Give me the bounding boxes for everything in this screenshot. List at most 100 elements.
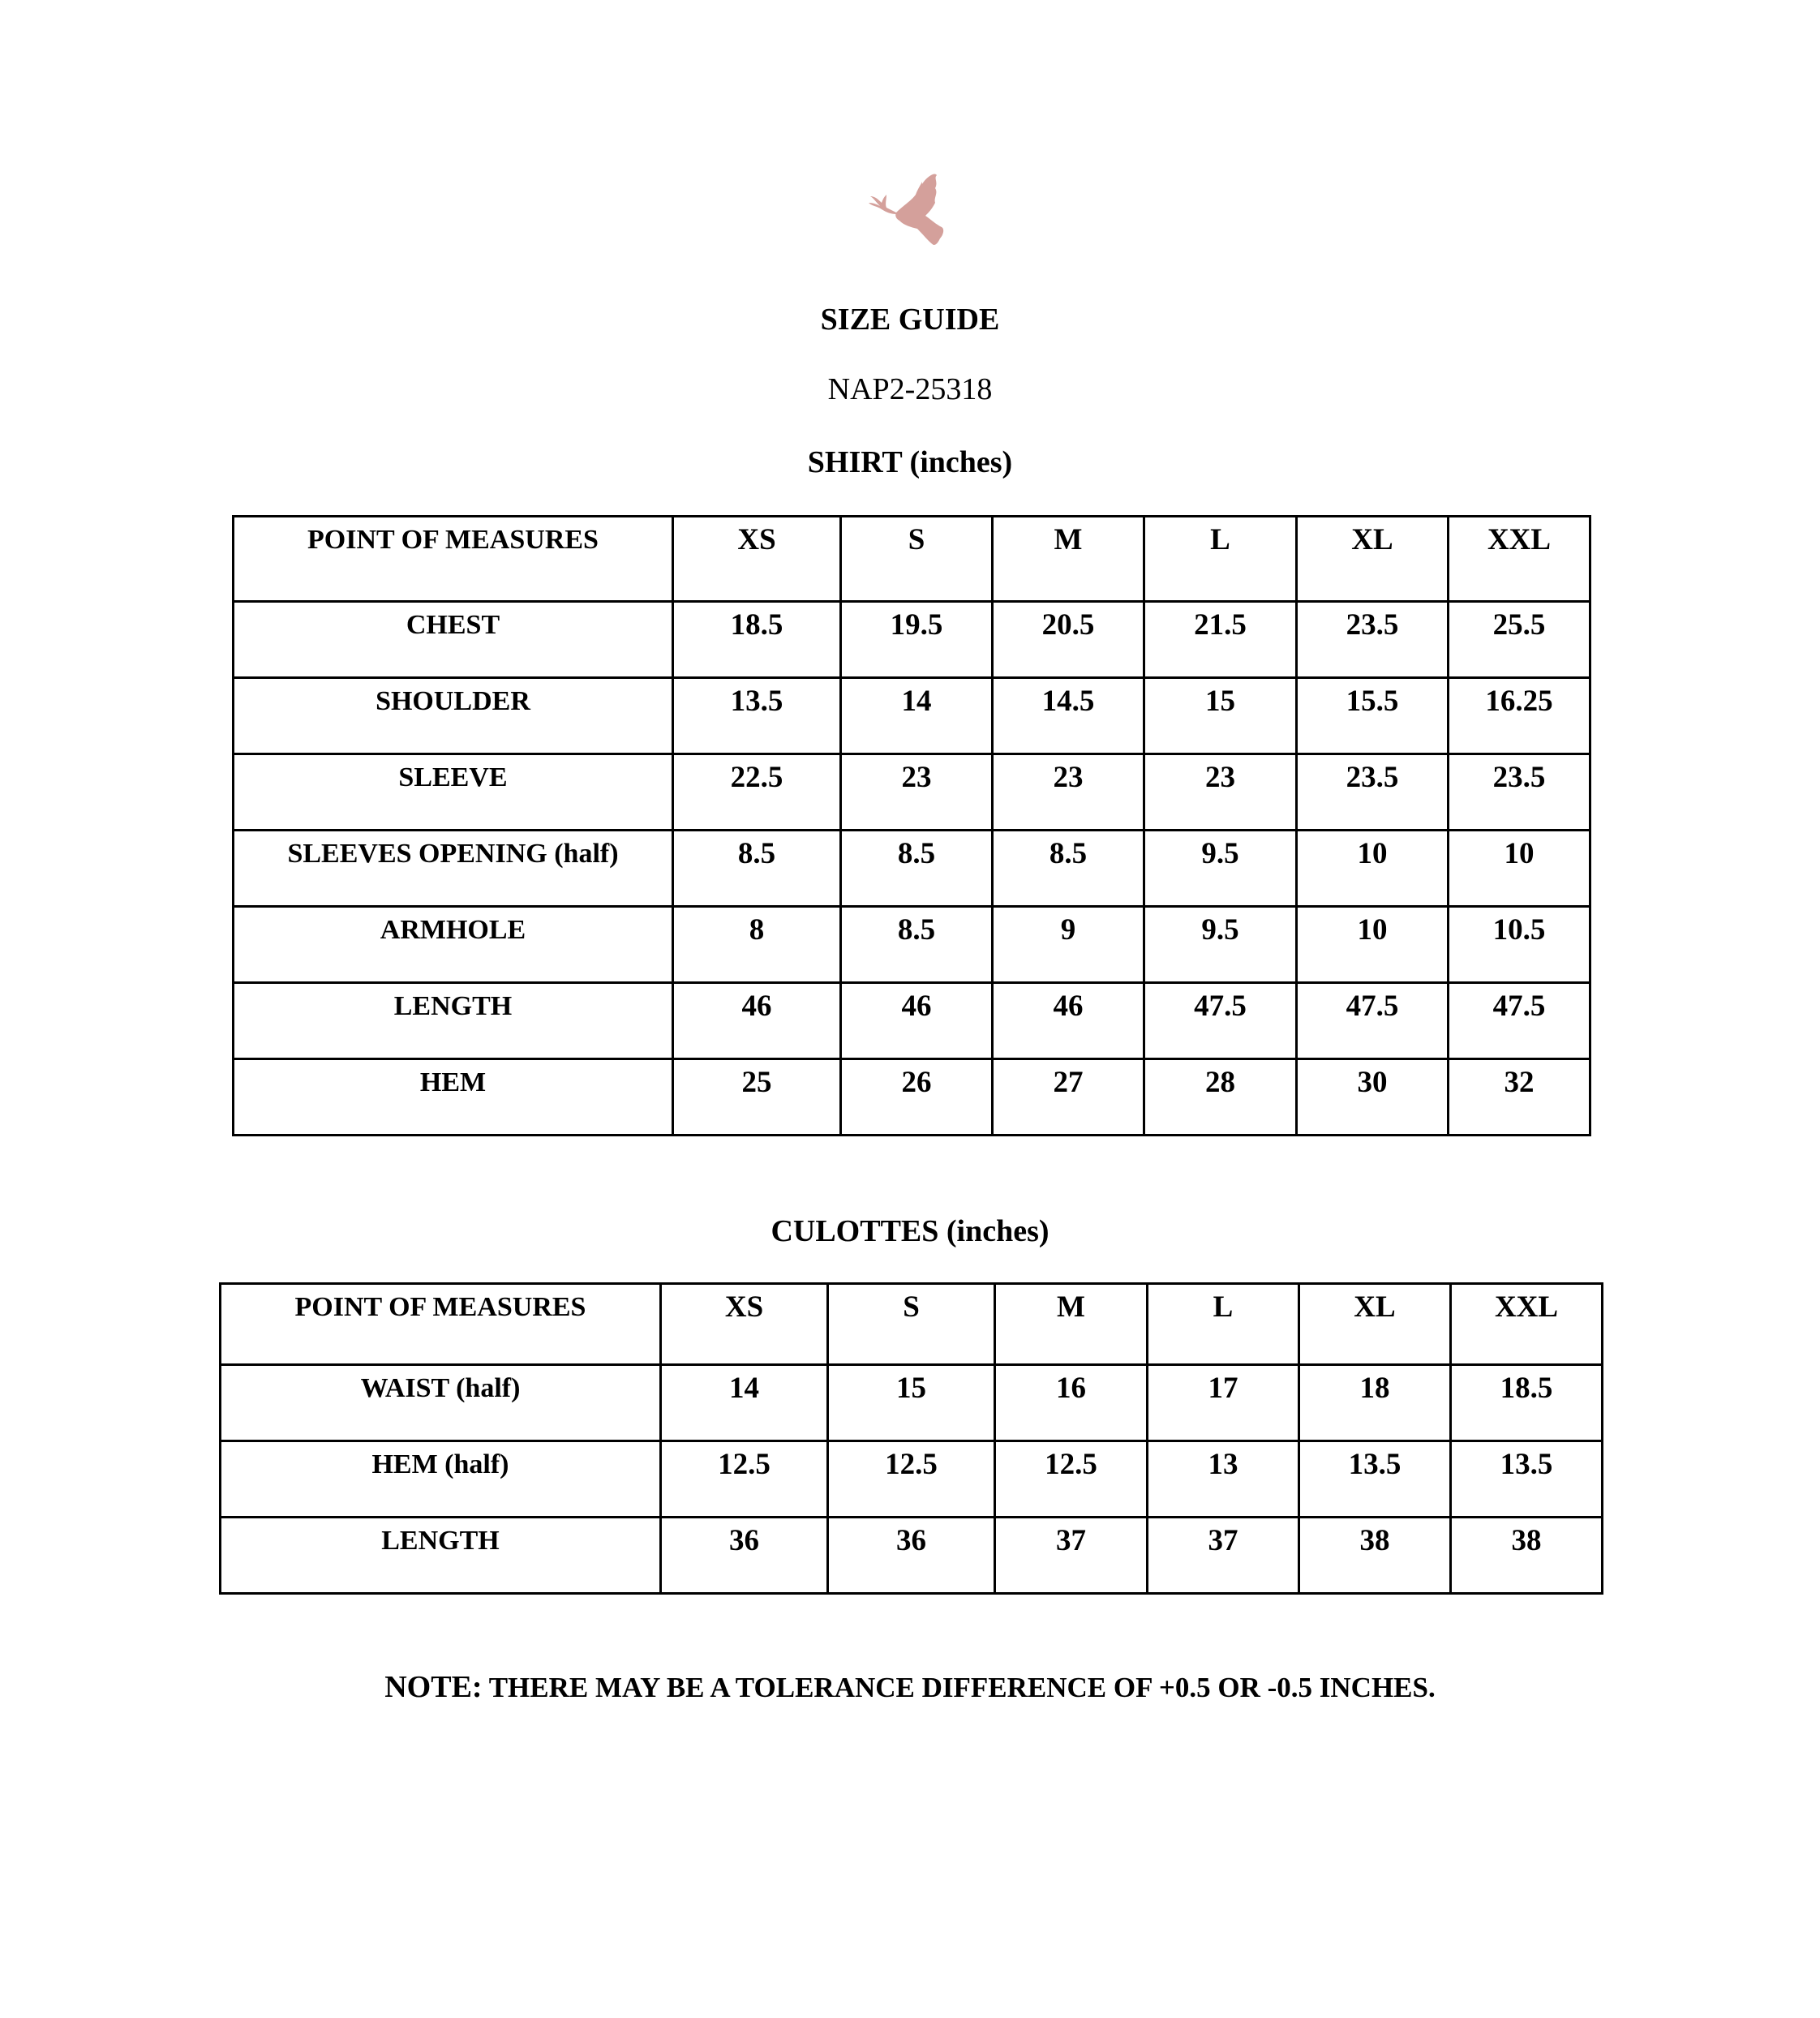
dove-icon <box>869 174 944 245</box>
measure-value: 25.5 <box>1447 600 1591 679</box>
table-row: HEM (half) 12.5 12.5 12.5 13 13.5 13.5 <box>219 1440 1603 1518</box>
measure-value: 13.5 <box>1449 1440 1603 1518</box>
measure-label: LENGTH <box>232 981 674 1060</box>
measure-value: 22.5 <box>672 753 842 831</box>
note-text: THERE MAY BE A TOLERANCE DIFFERENCE OF +… <box>482 1672 1436 1703</box>
measure-label: SLEEVE <box>232 753 674 831</box>
measure-value: 38 <box>1449 1516 1603 1595</box>
measure-value: 8 <box>672 905 842 984</box>
culottes-table-title: CULOTTES (inches) <box>770 1214 1050 1248</box>
measure-value: 27 <box>991 1058 1145 1136</box>
measure-value: 10 <box>1295 829 1449 908</box>
column-header: XXL <box>1447 515 1591 603</box>
measure-value: 8.5 <box>839 905 994 984</box>
measure-value: 14 <box>659 1363 829 1442</box>
column-header: L <box>1146 1282 1300 1366</box>
measure-value: 14.5 <box>991 676 1145 755</box>
measure-value: 15 <box>1143 676 1298 755</box>
table-row: LENGTH 46 46 46 47.5 47.5 47.5 <box>232 981 1591 1060</box>
measure-value: 23.5 <box>1447 753 1591 831</box>
measure-value: 10 <box>1295 905 1449 984</box>
measure-value: 46 <box>839 981 994 1060</box>
column-header: XS <box>659 1282 829 1366</box>
measure-value: 10 <box>1447 829 1591 908</box>
table-row: LENGTH 36 36 37 37 38 38 <box>219 1516 1603 1595</box>
shirt-table-title: SHIRT (inches) <box>807 445 1013 479</box>
measure-value: 37 <box>994 1516 1148 1595</box>
measure-value: 16 <box>994 1363 1148 1442</box>
measure-value: 30 <box>1295 1058 1449 1136</box>
measure-label: ARMHOLE <box>232 905 674 984</box>
column-header: XS <box>672 515 842 603</box>
measure-value: 21.5 <box>1143 600 1298 679</box>
shirt-size-table: POINT OF MEASURES XS S M L XL XXL CHEST 18.5 19.5… <box>232 515 1591 1136</box>
measure-value: 13.5 <box>1298 1440 1452 1518</box>
measure-value: 46 <box>991 981 1145 1060</box>
tolerance-note: NOTE: THERE MAY BE A TOLERANCE DIFFERENC… <box>0 1669 1820 1705</box>
table-row: SLEEVE 22.5 23 23 23 23.5 23.5 <box>232 753 1591 831</box>
column-header: S <box>826 1282 996 1366</box>
table-row: WAIST (half) 14 15 16 17 18 18.5 <box>219 1363 1603 1442</box>
measure-value: 38 <box>1298 1516 1452 1595</box>
measure-value: 16.25 <box>1447 676 1591 755</box>
column-header: POINT OF MEASURES <box>232 515 674 603</box>
measure-label: CHEST <box>232 600 674 679</box>
measure-value: 36 <box>659 1516 829 1595</box>
column-header: XL <box>1298 1282 1452 1366</box>
measure-value: 23 <box>839 753 994 831</box>
product-code: NAP2-25318 <box>827 372 993 406</box>
measure-value: 15 <box>826 1363 996 1442</box>
table-row: CHEST 18.5 19.5 20.5 21.5 23.5 25.5 <box>232 600 1591 679</box>
measure-value: 47.5 <box>1295 981 1449 1060</box>
measure-value: 12.5 <box>826 1440 996 1518</box>
measure-value: 8.5 <box>991 829 1145 908</box>
measure-value: 8.5 <box>839 829 994 908</box>
measure-value: 15.5 <box>1295 676 1449 755</box>
measure-value: 8.5 <box>672 829 842 908</box>
measure-value: 47.5 <box>1143 981 1298 1060</box>
table-row: ARMHOLE 8 8.5 9 9.5 10 10.5 <box>232 905 1591 984</box>
column-header: S <box>839 515 994 603</box>
measure-value: 20.5 <box>991 600 1145 679</box>
measure-value: 25 <box>672 1058 842 1136</box>
measure-value: 46 <box>672 981 842 1060</box>
measure-value: 18.5 <box>672 600 842 679</box>
measure-value: 12.5 <box>994 1440 1148 1518</box>
measure-value: 23 <box>1143 753 1298 831</box>
measure-value: 9.5 <box>1143 829 1298 908</box>
measure-value: 12.5 <box>659 1440 829 1518</box>
measure-value: 13 <box>1146 1440 1300 1518</box>
measure-value: 26 <box>839 1058 994 1136</box>
measure-label: LENGTH <box>219 1516 662 1595</box>
measure-value: 14 <box>839 676 994 755</box>
measure-value: 17 <box>1146 1363 1300 1442</box>
column-header: XL <box>1295 515 1449 603</box>
column-header: L <box>1143 515 1298 603</box>
column-header: XXL <box>1449 1282 1603 1366</box>
table-row: SLEEVES OPENING (half) 8.5 8.5 8.5 9.5 10 10 <box>232 829 1591 908</box>
measure-value: 32 <box>1447 1058 1591 1136</box>
measure-label: HEM (half) <box>219 1440 662 1518</box>
measure-value: 23.5 <box>1295 600 1449 679</box>
table-row: SHOULDER 13.5 14 14.5 15 15.5 16.25 <box>232 676 1591 755</box>
measure-value: 18.5 <box>1449 1363 1603 1442</box>
table-header-row: POINT OF MEASURES XS S M L XL XXL <box>232 515 1591 603</box>
measure-value: 13.5 <box>672 676 842 755</box>
measure-value: 23 <box>991 753 1145 831</box>
column-header: M <box>994 1282 1148 1366</box>
column-header: M <box>991 515 1145 603</box>
measure-value: 36 <box>826 1516 996 1595</box>
measure-value: 18 <box>1298 1363 1452 1442</box>
page-title: SIZE GUIDE <box>820 303 1000 337</box>
measure-value: 28 <box>1143 1058 1298 1136</box>
column-header: POINT OF MEASURES <box>219 1282 662 1366</box>
measure-label: SLEEVES OPENING (half) <box>232 829 674 908</box>
culottes-size-table: POINT OF MEASURES XS S M L XL XXL WAIST (half) 1… <box>219 1282 1603 1595</box>
measure-value: 37 <box>1146 1516 1300 1595</box>
measure-label: HEM <box>232 1058 674 1136</box>
table-row: HEM 25 26 27 28 30 32 <box>232 1058 1591 1136</box>
measure-value: 9.5 <box>1143 905 1298 984</box>
measure-value: 23.5 <box>1295 753 1449 831</box>
measure-label: SHOULDER <box>232 676 674 755</box>
measure-value: 10.5 <box>1447 905 1591 984</box>
